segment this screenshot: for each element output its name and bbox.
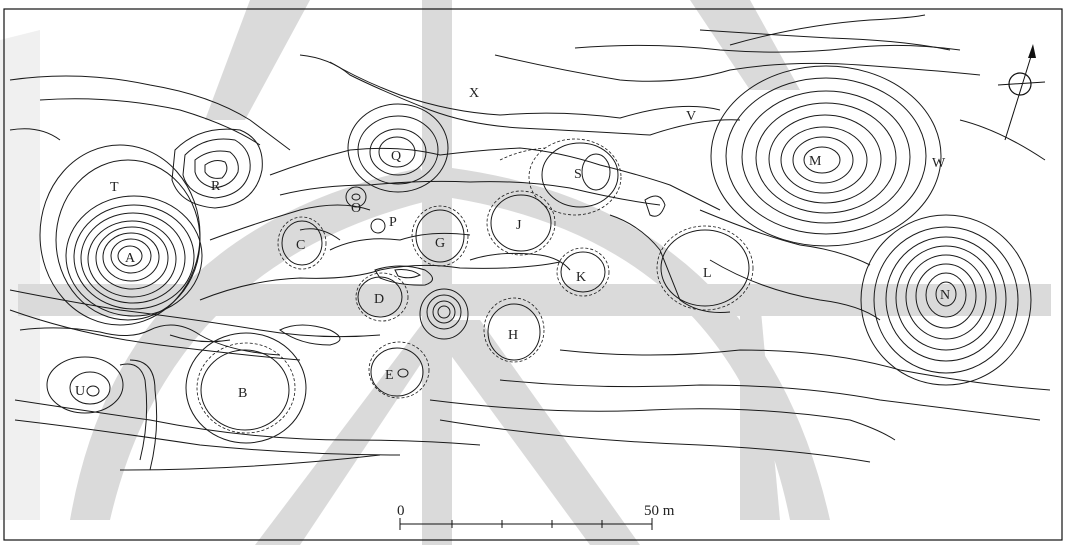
label-q: Q <box>391 149 401 164</box>
contour-line <box>494 54 981 82</box>
mound-c-contours <box>277 216 327 270</box>
contour-line <box>609 214 731 313</box>
contour-line <box>699 29 951 51</box>
contour-line <box>9 289 381 338</box>
contour-line <box>209 204 371 241</box>
watermark-column <box>740 300 780 520</box>
contour-line <box>9 75 291 151</box>
contour-line <box>14 399 481 446</box>
contour-line <box>299 54 741 136</box>
watermark-arch-left <box>70 168 440 520</box>
label-v: V <box>686 109 696 124</box>
contour-line <box>559 349 1051 391</box>
mound-u-contours <box>46 356 158 471</box>
watermark-top-right-stroke <box>690 0 800 90</box>
mound-b-contours <box>185 332 307 444</box>
label-s: S <box>574 167 582 182</box>
mound-s-contours <box>499 138 622 216</box>
mound-opg-contours <box>345 186 469 286</box>
mound-q-contours <box>347 103 449 193</box>
label-t: T <box>110 180 119 195</box>
contour-line <box>119 454 381 471</box>
contour-line <box>574 44 961 53</box>
label-c: C <box>296 238 305 253</box>
contour-line <box>9 128 61 141</box>
scale-bar: 0 50 m <box>397 503 675 530</box>
watermark-left-edge <box>0 30 40 520</box>
contour-line <box>729 14 926 46</box>
label-j: J <box>516 218 522 233</box>
contour-line <box>329 61 721 119</box>
watermark-top-left-stroke <box>205 0 310 120</box>
contour-line <box>699 209 871 266</box>
mound-j-contours <box>486 190 556 256</box>
contour-line <box>439 419 871 463</box>
contour-line <box>19 324 281 356</box>
contour-line <box>269 147 721 211</box>
mound-m-contours <box>710 65 942 247</box>
contour-line <box>9 309 301 361</box>
scale-start-label: 0 <box>397 503 405 519</box>
contour-line <box>709 259 881 321</box>
contour-line <box>959 119 1046 161</box>
map-frame <box>3 8 1063 541</box>
contour-line <box>279 180 661 206</box>
label-r: R <box>211 179 221 194</box>
mound-n-contours <box>860 214 1032 386</box>
north-arrow-icon <box>997 44 1046 141</box>
contour-line <box>14 419 401 456</box>
contour-line <box>199 261 561 301</box>
label-p: P <box>389 215 397 230</box>
mound-h-contours <box>483 297 545 363</box>
contour-line <box>499 379 1041 421</box>
mound-a-contours <box>39 144 203 326</box>
mound-l-contours <box>644 195 754 311</box>
mound-d-contours <box>355 272 409 322</box>
mound-k-contours <box>556 247 610 297</box>
scale-end-label: 50 m <box>644 503 675 519</box>
contour-line <box>299 228 341 241</box>
terrain-contours <box>9 14 1051 471</box>
label-u: U <box>75 384 85 399</box>
feature-labels: A B C D E G H J K L M N O P Q R S T U V … <box>75 86 950 401</box>
label-g: G <box>435 236 445 251</box>
mound-e-contours <box>368 341 430 399</box>
label-m: M <box>809 154 822 169</box>
label-l: L <box>703 266 712 281</box>
contour-line <box>39 98 261 146</box>
label-a: A <box>125 251 136 266</box>
label-h: H <box>508 328 518 343</box>
contour-line <box>169 334 231 343</box>
label-o: O <box>351 201 361 216</box>
watermark-vertical-bar <box>422 0 452 545</box>
label-b: B <box>238 386 247 401</box>
label-k: K <box>576 270 586 285</box>
mound-peak-contours <box>419 288 469 340</box>
label-w: W <box>932 156 946 171</box>
label-e: E <box>385 368 394 383</box>
label-n: N <box>940 288 950 303</box>
mound-r-contours <box>171 128 263 209</box>
contour-line <box>329 232 471 251</box>
contour-line <box>279 324 341 346</box>
label-x: X <box>469 86 479 101</box>
label-d: D <box>374 292 384 307</box>
contour-line <box>429 399 896 441</box>
watermark-leg-left <box>255 320 450 545</box>
